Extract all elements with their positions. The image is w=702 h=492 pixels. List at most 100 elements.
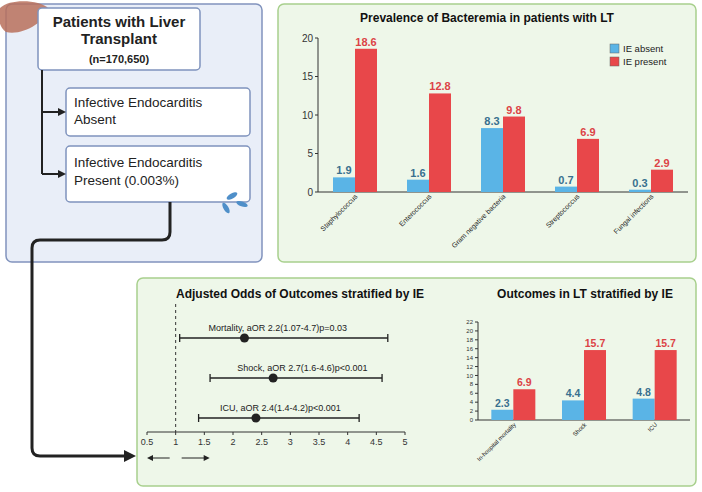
data-label: 18.6 xyxy=(355,36,376,48)
text-line: Present (0.003%) xyxy=(74,173,179,188)
data-label: 4.8 xyxy=(636,386,651,398)
legend-swatch xyxy=(610,57,619,66)
bar xyxy=(481,128,503,192)
node-box xyxy=(66,146,250,202)
x-tick xyxy=(147,432,148,435)
y-tick xyxy=(475,384,478,385)
bacteria-icon xyxy=(221,202,231,215)
y-tick-label: 5 xyxy=(307,148,313,159)
text-line: Patients with Liver xyxy=(53,13,186,30)
x-tick-label: 3 xyxy=(288,437,293,447)
data-label: 2.9 xyxy=(654,157,669,169)
point xyxy=(251,414,260,423)
chart-title: Prevalence of Bacteremia in patients wit… xyxy=(360,11,615,25)
forest-marks xyxy=(176,304,388,432)
x-tick xyxy=(376,432,377,435)
node-label: Patients with LiverTransplant xyxy=(53,13,186,47)
data-label: 0.3 xyxy=(632,177,647,189)
bar xyxy=(513,389,535,420)
data-label: 6.9 xyxy=(580,126,595,138)
x-tick-label: 5 xyxy=(402,437,407,447)
node-sublabel: (n=170,650) xyxy=(89,53,150,65)
arrowhead xyxy=(204,455,210,461)
panel xyxy=(278,4,696,262)
infographic: Patients with LiverTransplant (n=170,650)… xyxy=(0,0,702,492)
bar xyxy=(355,49,377,192)
x-tick-label: Streptococcus xyxy=(544,192,581,229)
y-tick xyxy=(475,375,478,376)
text-line: Infective Endocarditis xyxy=(74,95,203,110)
y-tick xyxy=(475,348,478,349)
y-tick-label: 0 xyxy=(307,187,313,198)
bar xyxy=(577,139,599,192)
x-axis xyxy=(147,432,405,433)
x-tick xyxy=(261,432,262,435)
ci-cap xyxy=(209,374,210,382)
legend-swatch xyxy=(610,44,619,53)
ci-cap xyxy=(358,414,359,422)
x-tick-label: 3.5 xyxy=(313,437,326,447)
ci-line xyxy=(199,417,360,418)
row-label: Shock, aOR 2.7(1.6-4.6)p<0.001 xyxy=(237,363,367,373)
ci-cap xyxy=(381,374,382,382)
y-tick xyxy=(315,38,318,39)
flow-line xyxy=(42,70,60,174)
legend: IE absent IE present xyxy=(610,43,667,67)
x-tick-label: 1.5 xyxy=(198,437,211,447)
text-line: Infective Endocarditis xyxy=(74,155,203,170)
x-tick xyxy=(290,432,291,435)
x-tick-label: 4.5 xyxy=(370,437,383,447)
y-tick-label: 10 xyxy=(302,110,314,121)
y-tick xyxy=(475,330,478,331)
node-box xyxy=(66,88,250,136)
bars xyxy=(333,49,673,192)
text-line: Transplant xyxy=(81,30,157,47)
data-label: 15.7 xyxy=(585,337,606,349)
legend-label: IE absent xyxy=(623,43,663,54)
row-label: Mortality, aOR 2.2(1.07-4.7)p=0.03 xyxy=(208,323,347,333)
data-label: 2.3 xyxy=(495,397,510,409)
x-tick xyxy=(204,432,205,435)
y-tick-label: 16 xyxy=(466,346,473,352)
bar xyxy=(503,117,525,192)
data-label: 15.7 xyxy=(655,337,676,349)
point xyxy=(269,374,278,383)
bar xyxy=(429,93,451,192)
text-line: Absent xyxy=(74,112,116,127)
y-tick-label: 4 xyxy=(470,399,474,405)
y-tick-label: 0 xyxy=(470,417,474,423)
bacteria-icon xyxy=(226,191,239,201)
bar xyxy=(555,187,577,192)
x-tick xyxy=(405,432,406,435)
x-tick-label: Shock xyxy=(572,421,589,438)
y-tick-label: 18 xyxy=(466,337,473,343)
bar xyxy=(655,350,677,420)
node-label: Infective Endocarditis Absent xyxy=(74,95,203,127)
x-tick-label: In-hospital mortality xyxy=(476,421,517,462)
ci-line xyxy=(180,337,388,338)
x-tick xyxy=(319,432,320,435)
arrowhead xyxy=(58,108,66,116)
bar xyxy=(333,177,355,192)
data-label: 0.7 xyxy=(558,174,573,186)
y-tick-label: 12 xyxy=(466,364,473,370)
x-tick xyxy=(347,432,348,435)
direction-arrow xyxy=(149,458,206,459)
bacteria-icon xyxy=(236,200,249,209)
y-tick xyxy=(475,420,478,421)
forest-plot: Adjusted Odds of Outcomes stratified by … xyxy=(141,287,424,461)
x-tick-label: Gram negative bacteria xyxy=(450,193,507,250)
row-label: ICU, aOR 2.4(1.4-4.2)p<0.001 xyxy=(220,403,341,413)
data-label: 4.4 xyxy=(566,387,581,399)
y-tick-label: 20 xyxy=(302,33,314,44)
y-tick xyxy=(475,393,478,394)
y-tick xyxy=(475,357,478,358)
x-tick-label: 1 xyxy=(173,437,178,447)
x-tick xyxy=(233,432,234,435)
panel xyxy=(137,278,696,486)
y-tick xyxy=(315,153,318,154)
legend-label: IE present xyxy=(623,56,667,67)
x-tick-label: 2.5 xyxy=(255,437,268,447)
y-tick-label: 10 xyxy=(466,373,473,379)
x-tick-label: Fungal infections xyxy=(612,192,655,235)
